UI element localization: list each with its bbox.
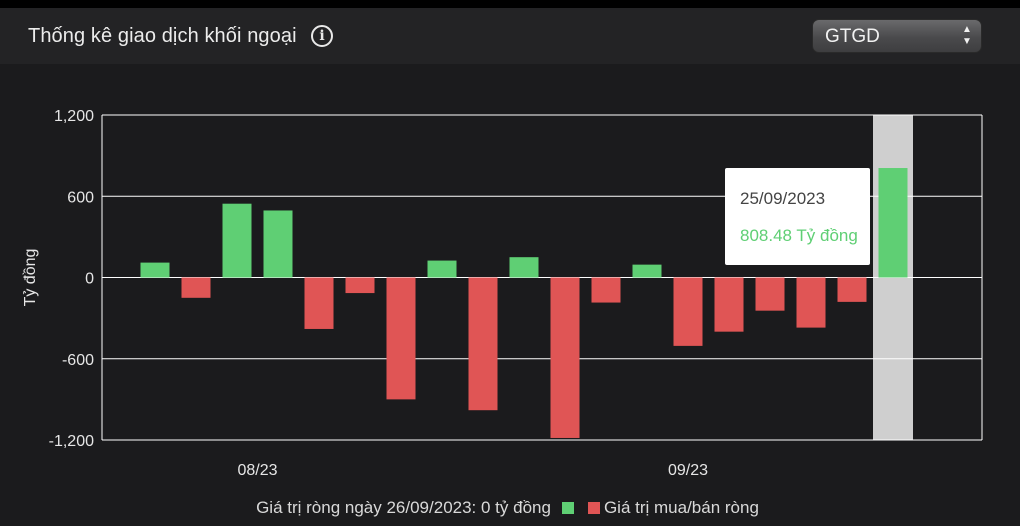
bar-chart: 1,200 600 0 -600 -1,200 08/23 09/23 Tỷ đồng 25/…	[22, 108, 983, 479]
legend-swatch-negative	[587, 502, 600, 514]
bar-negative	[345, 277, 375, 294]
bar-positive	[878, 168, 908, 278]
bar-negative	[673, 277, 703, 346]
metric-select[interactable]: GTGD ▲ ▼	[812, 19, 982, 53]
bar-positive	[427, 260, 457, 278]
y-tick-label: -1,200	[49, 433, 94, 450]
bar-negative	[837, 277, 867, 302]
tooltip-box	[725, 168, 870, 265]
bar-positive	[632, 264, 662, 278]
bar-negative	[304, 277, 334, 329]
legend-net-today	[561, 502, 578, 514]
bar-negative	[181, 277, 211, 298]
select-updown-icon: ▲ ▼	[962, 24, 972, 47]
panel-title: Thống kê giao dịch khối ngoại	[28, 25, 297, 47]
bar-positive	[263, 210, 293, 278]
legend-series-label: Giá trị mua/bán ròng	[603, 498, 759, 517]
info-icon[interactable]: i	[311, 25, 333, 47]
legend-series[interactable]: Giá trị mua/bán ròng	[587, 498, 759, 518]
panel-header: Thống kê giao dịch khối ngoại i GTGD ▲ ▼	[0, 8, 1020, 64]
bar-negative	[796, 277, 826, 328]
top-border	[0, 0, 1020, 8]
y-tick-label: 0	[85, 271, 94, 288]
bar-negative	[755, 277, 785, 311]
y-axis-label: Tỷ đồng	[22, 249, 39, 307]
chart-legend: Giá trị ròng ngày 26/09/2023: 0 tỷ đồng …	[0, 496, 1020, 520]
bar-negative	[386, 277, 416, 400]
metric-select-value: GTGD	[825, 26, 880, 47]
bar-positive	[509, 257, 539, 278]
bar-negative	[714, 277, 744, 332]
y-tick-label: -600	[62, 352, 94, 369]
legend-net-today-label: Giá trị ròng ngày 26/09/2023: 0 tỷ đồng	[256, 498, 551, 517]
y-tick-label: 600	[67, 189, 94, 206]
x-tick-label: 08/23	[237, 462, 277, 479]
tooltip-date: 25/09/2023	[740, 189, 825, 208]
bar-positive	[140, 262, 170, 278]
bar-negative	[550, 277, 580, 438]
bar-negative	[468, 277, 498, 411]
bar-positive	[222, 203, 252, 278]
y-tick-label: 1,200	[54, 108, 94, 125]
legend-swatch-positive	[561, 502, 574, 514]
tooltip-value: 808.48 Tỷ đồng	[740, 226, 858, 245]
x-tick-label: 09/23	[668, 462, 708, 479]
bar-negative	[591, 277, 621, 303]
